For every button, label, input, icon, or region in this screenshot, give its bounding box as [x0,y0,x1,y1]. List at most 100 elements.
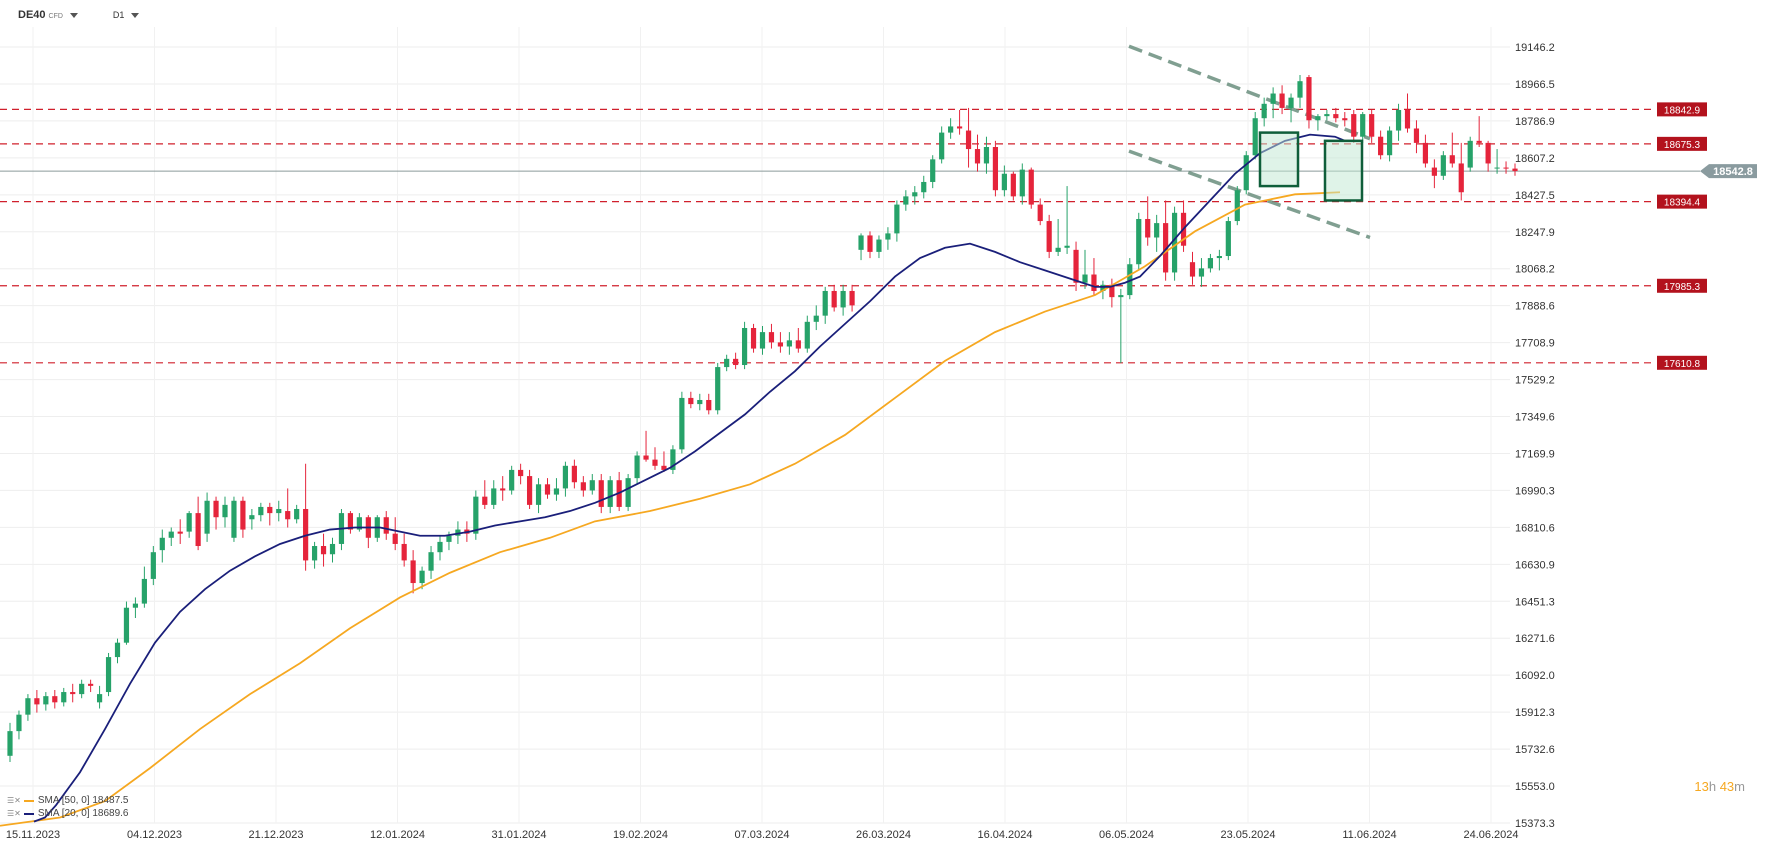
candle-up [1064,245,1070,248]
candle-down [1037,204,1043,222]
candle-up [535,484,542,505]
instrument-type-label: CFD [48,12,63,20]
chart-toolbar: DE40 CFD D1 [18,9,140,21]
candle-down [1413,128,1420,143]
candle-down [500,488,506,491]
candle-down [177,531,183,534]
y-tick-label: 17888.6 [1515,301,1555,313]
candle-down [1512,168,1518,172]
highlight-box [1258,131,1300,188]
candle-up [437,541,443,553]
candlesticks [7,75,1518,762]
candle-down [1091,274,1097,291]
x-tick-label: 15.11.2023 [6,829,60,841]
y-tick-label: 16810.6 [1515,522,1555,534]
candle-down [267,506,273,514]
indicator-legend-sma50[interactable]: ☰✕ SMA [50, 0] 18487.5 [7,795,129,806]
candle-down [1431,167,1437,176]
level-price-tag [1657,355,1707,370]
symbol-label[interactable]: DE40 [18,9,46,21]
indicator-label: SMA [50, 0] 18487.5 [37,795,129,806]
level-price-tag [1657,194,1707,209]
channel-lower-line [1128,149,1371,240]
candle-up [61,692,67,703]
candle-up [79,683,85,695]
candle-down [34,698,40,705]
x-tick-label: 06.05.2024 [1099,829,1154,841]
timer-minutes: 43 [1719,779,1735,794]
candle-up [1395,109,1402,131]
candle-down [1485,142,1491,164]
highlight-boxes [1258,131,1364,202]
level-price-label: 18675.3 [1664,140,1701,151]
candle-up [105,657,112,693]
sma50-swatch [23,799,34,802]
candle-up [509,469,515,491]
candle-up [311,546,318,561]
candle-up [894,204,900,234]
candle-down [1333,114,1339,119]
candle-down [1306,77,1312,121]
candle-up [759,332,766,349]
candle-up [697,399,703,405]
level-price-label: 17610.8 [1664,359,1701,370]
candle-down [661,465,667,470]
candle-up [607,480,613,507]
candle-down [1404,109,1411,129]
symbol-dropdown-icon[interactable] [69,12,78,18]
candle-down [643,455,649,460]
candle-up [231,500,237,538]
candle-up [141,578,147,604]
level-price-label: 18394.4 [1664,198,1701,209]
candle-down [410,560,416,584]
timer-hours-unit: h [1708,779,1717,794]
candle-up [222,504,228,518]
indicator-settings-icon[interactable]: ☰✕ [7,796,21,805]
x-tick-label: 19.02.2024 [613,829,668,841]
level-price-label: 18842.9 [1664,105,1701,116]
timeframe-dropdown-icon[interactable] [131,12,140,18]
candle-down [571,465,577,483]
y-tick-label: 15732.6 [1515,744,1555,756]
current-price-label: 18542.8 [1713,166,1753,178]
candle-up [1216,256,1222,259]
candle-up [1055,247,1061,252]
channel-upper-line [1128,44,1371,141]
candle-up [428,552,434,571]
candle-up [1019,169,1025,197]
candle-down [347,513,354,530]
y-tick-label: 18786.9 [1515,116,1555,128]
candle-down [652,459,658,466]
level-price-label: 17985.3 [1664,282,1701,293]
candle-down [1378,136,1384,156]
candle-down [1503,167,1509,169]
candle-up [96,694,103,703]
candle-down [1279,93,1285,108]
candle-down [1422,142,1429,164]
candle-up [1118,295,1124,298]
candle-down [1458,163,1464,193]
candle-down [1449,155,1455,164]
timeframe-label[interactable]: D1 [112,10,125,20]
candle-down [392,533,398,544]
time-axis[interactable]: 15.11.2023 04.12.2023 21.12.2023 12.01.2024… [6,829,1519,841]
sma20-swatch [23,812,34,815]
candle-down [965,130,972,150]
candle-down [733,358,739,366]
candle-down [795,340,801,349]
candle-up [1234,190,1240,222]
candle-up [589,480,595,491]
candle-down [482,496,488,505]
y-tick-label: 16451.3 [1515,596,1555,608]
indicator-legend-sma20[interactable]: ☰✕ SMA [20, 0] 18689.6 [7,808,129,819]
indicator-settings-icon[interactable]: ☰✕ [7,809,21,818]
candle-down [1109,284,1115,298]
y-tick-label: 19146.2 [1515,42,1555,54]
candle-up [885,233,891,240]
candle-down [285,511,291,520]
price-axis[interactable]: 19146.2 18966.5 18786.9 18607.2 18427.5 18247… [1515,42,1555,830]
candle-up [1315,116,1321,121]
sma20-line [33,133,1346,823]
candle-up [634,455,640,479]
